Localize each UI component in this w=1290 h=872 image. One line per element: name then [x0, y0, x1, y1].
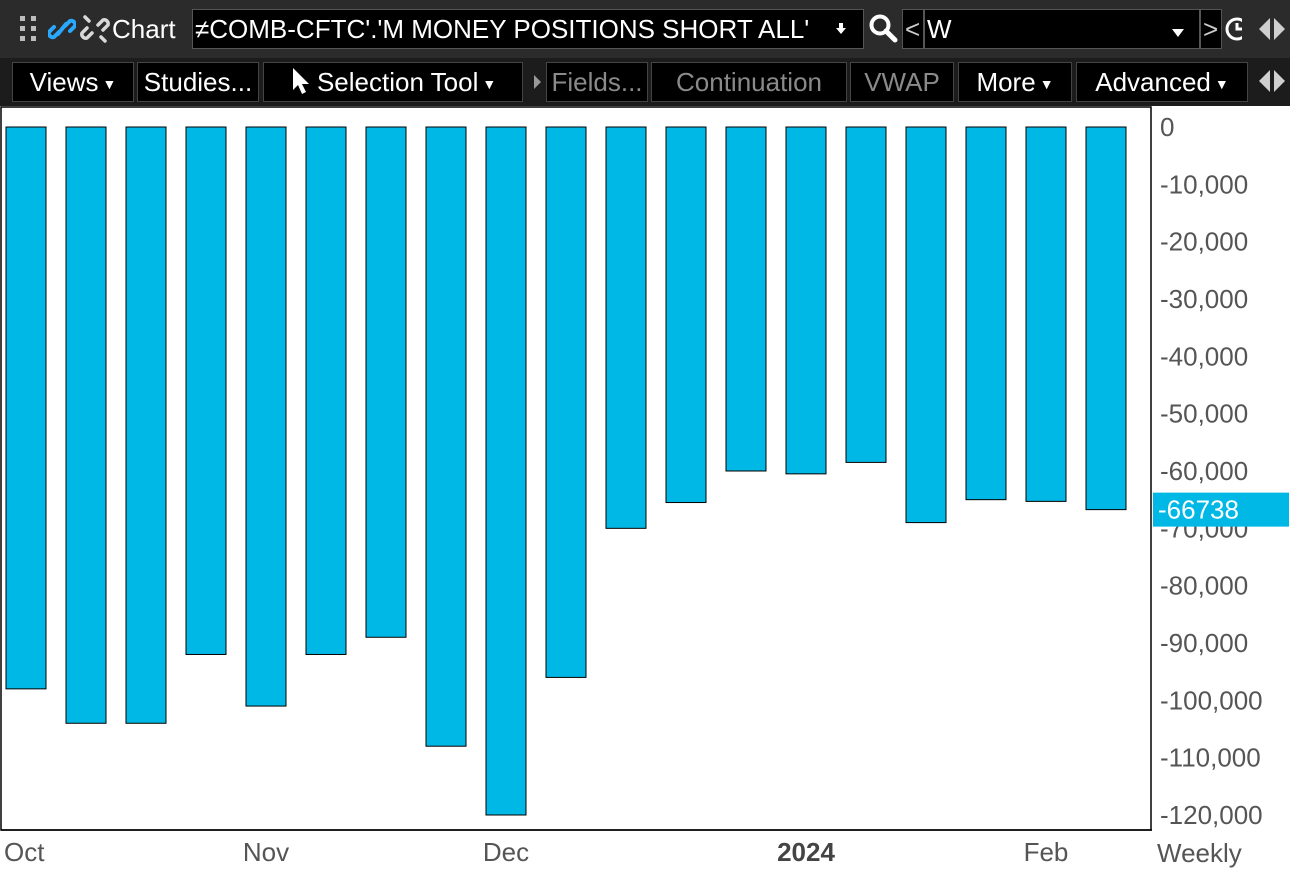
x-tick-label: 2024	[777, 837, 835, 867]
period-value: W	[927, 12, 952, 46]
bar[interactable]	[486, 127, 526, 815]
y-tick-label: -110,000	[1160, 743, 1261, 773]
chevron-down-icon: ▼	[1040, 76, 1054, 92]
x-tick-label: Feb	[1024, 837, 1069, 867]
title-toolbar: Chart ≠COMB-CFTC'.'M MONEY POSITIONS SHO…	[0, 0, 1290, 58]
chevron-down-icon: ▼	[482, 76, 496, 92]
bar[interactable]	[426, 127, 466, 746]
selection-tool-button[interactable]: Selection Tool ▼	[263, 62, 523, 102]
period-next-button[interactable]: >	[1200, 9, 1222, 49]
fields-label: Fields...	[551, 67, 642, 97]
bar[interactable]	[846, 127, 886, 462]
vwap-label: VWAP	[864, 67, 940, 97]
y-tick-label: -100,000	[1160, 685, 1263, 715]
cursor-arrow-icon	[290, 67, 310, 95]
y-axis: 0 -10,000 -20,000 -30,000 -40,000 -50,000 -60,…	[1160, 112, 1263, 830]
bar[interactable]	[1086, 127, 1126, 510]
period-prev-label: <	[905, 12, 920, 46]
y-tick-label: -80,000	[1160, 571, 1248, 601]
bar[interactable]	[306, 127, 346, 654]
bar[interactable]	[6, 127, 46, 689]
advanced-label: Advanced	[1095, 67, 1211, 97]
expand-right-icon[interactable]	[532, 74, 542, 90]
bar[interactable]	[66, 127, 106, 723]
bar[interactable]	[246, 127, 286, 706]
continuation-button[interactable]: Continuation	[651, 62, 847, 102]
bar[interactable]	[726, 127, 766, 471]
app-title: Chart	[112, 12, 176, 46]
bar[interactable]	[966, 127, 1006, 500]
period-prev-button[interactable]: <	[902, 9, 924, 49]
selection-tool-label: Selection Tool	[317, 67, 478, 97]
scroll-toolbar-icon[interactable]	[1256, 16, 1288, 42]
period-next-label: >	[1203, 12, 1218, 46]
period-select[interactable]: W	[924, 9, 1200, 49]
studies-label: Studies...	[144, 67, 252, 97]
link-icon[interactable]	[48, 12, 76, 46]
vwap-button[interactable]: VWAP	[850, 62, 954, 102]
period-dropdown-icon[interactable]	[1171, 25, 1185, 35]
chart-area[interactable]: 0 -10,000 -20,000 -30,000 -40,000 -50,000 -60,…	[0, 106, 1290, 872]
bar[interactable]	[1026, 127, 1066, 501]
x-axis: Oct Nov Dec 2024 Feb	[4, 837, 1068, 867]
bar[interactable]	[906, 127, 946, 523]
views-label: Views	[30, 67, 99, 97]
frequency-label: Weekly	[1157, 838, 1242, 868]
x-tick-label: Oct	[4, 837, 45, 867]
y-tick-label: -120,000	[1160, 800, 1263, 830]
y-tick-label: -30,000	[1160, 284, 1248, 314]
y-tick-label: -20,000	[1160, 227, 1248, 257]
more-label: More	[976, 67, 1035, 97]
studies-button[interactable]: Studies...	[137, 62, 259, 102]
symbol-text: ≠COMB-CFTC'.'M MONEY POSITIONS SHORT ALL…	[195, 12, 809, 46]
bar[interactable]	[606, 127, 646, 528]
bar[interactable]	[186, 127, 226, 654]
continuation-label: Continuation	[676, 67, 822, 97]
y-tick-label: -60,000	[1160, 456, 1248, 486]
y-tick-label: -90,000	[1160, 628, 1248, 658]
y-tick-label: -40,000	[1160, 341, 1248, 371]
y-tick-label: 0	[1160, 112, 1174, 142]
advanced-button[interactable]: Advanced ▼	[1076, 62, 1248, 102]
last-value-label: -66738	[1158, 495, 1239, 525]
fields-button[interactable]: Fields...	[546, 62, 648, 102]
more-button[interactable]: More ▼	[958, 62, 1072, 102]
symbol-field[interactable]: ≠COMB-CFTC'.'M MONEY POSITIONS SHORT ALL…	[192, 9, 864, 49]
chevron-down-icon: ▼	[1215, 76, 1229, 92]
bar[interactable]	[546, 127, 586, 677]
search-icon[interactable]	[868, 13, 898, 45]
x-tick-label: Nov	[243, 837, 289, 867]
unlink-icon[interactable]	[80, 12, 110, 46]
bar[interactable]	[126, 127, 166, 723]
bar[interactable]	[366, 127, 406, 637]
y-tick-label: -50,000	[1160, 399, 1248, 429]
scroll-toolbar2-icon[interactable]	[1256, 68, 1288, 94]
chevron-down-icon: ▼	[103, 76, 117, 92]
symbol-dropdown-icon[interactable]	[833, 21, 849, 37]
y-tick-label: -10,000	[1160, 169, 1248, 199]
views-button[interactable]: Views ▼	[12, 62, 134, 102]
bar[interactable]	[786, 127, 826, 474]
drag-handle-icon[interactable]	[18, 14, 40, 44]
bar[interactable]	[666, 127, 706, 503]
x-tick-label: Dec	[483, 837, 529, 867]
clock-icon[interactable]	[1224, 16, 1242, 42]
